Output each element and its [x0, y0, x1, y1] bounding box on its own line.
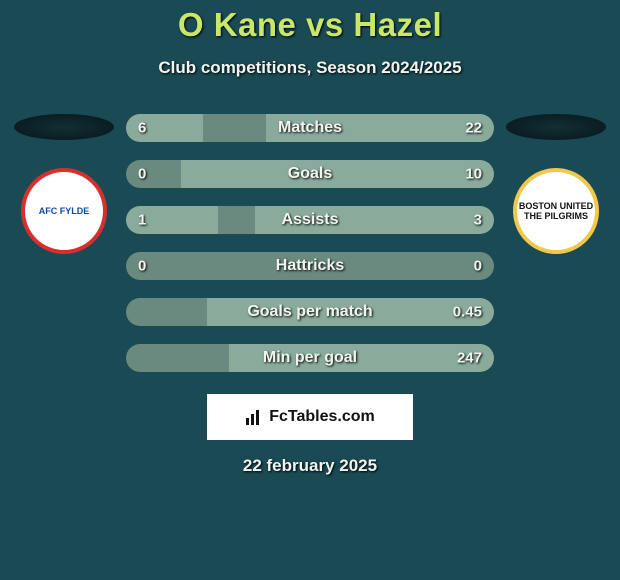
team-right-crest-text: BOSTON UNITED THE PILGRIMS: [517, 201, 595, 221]
stat-bar: Goals 0 10: [126, 160, 494, 188]
bar-value-right: 22: [465, 120, 482, 137]
stat-bar: Hattricks 0 0: [126, 252, 494, 280]
stat-bar: Matches 6 22: [126, 114, 494, 142]
team-left-crest-text: AFC FYLDE: [39, 206, 90, 216]
bar-value-right: 3: [474, 212, 482, 229]
left-col: AFC FYLDE: [14, 114, 114, 254]
subtitle: Club competitions, Season 2024/2025: [0, 58, 620, 78]
bar-label: Hattricks: [276, 257, 344, 275]
footer-logo: FcTables.com: [207, 394, 413, 440]
bar-label: Assists: [282, 211, 339, 229]
stat-bar: Assists 1 3: [126, 206, 494, 234]
bar-value-left: 1: [138, 212, 146, 229]
stat-bar: Goals per match 0.45: [126, 298, 494, 326]
bar-value-right: 0.45: [453, 304, 482, 321]
right-shadow: [506, 114, 606, 140]
team-right-crest: BOSTON UNITED THE PILGRIMS: [513, 168, 599, 254]
bar-label: Goals: [288, 165, 332, 183]
bar-value-right: 0: [474, 258, 482, 275]
stat-bar: Min per goal 247: [126, 344, 494, 372]
bar-value-right: 10: [465, 166, 482, 183]
bar-label: Matches: [278, 119, 342, 137]
footer-logo-text: FcTables.com: [269, 408, 375, 426]
bar-value-right: 247: [457, 350, 482, 367]
page-title: O Kane vs Hazel: [0, 6, 620, 44]
footer-date: 22 february 2025: [0, 456, 620, 476]
bar-fill-right: [181, 160, 494, 188]
bar-label: Goals per match: [247, 303, 372, 321]
right-col: BOSTON UNITED THE PILGRIMS: [506, 114, 606, 254]
bar-value-left: 6: [138, 120, 146, 137]
bar-value-left: 0: [138, 166, 146, 183]
chart-icon: [245, 408, 263, 426]
left-shadow: [14, 114, 114, 140]
bar-label: Min per goal: [263, 349, 357, 367]
bar-value-left: 0: [138, 258, 146, 275]
team-left-crest: AFC FYLDE: [21, 168, 107, 254]
stat-bars: Matches622Goals010Assists13Hattricks00Go…: [120, 114, 500, 372]
comparison-card: O Kane vs Hazel Club competitions, Seaso…: [0, 0, 620, 580]
comparison-body: AFC FYLDE Matches 6 22 Goals 0 10 Assists 1 3 Hat…: [0, 114, 620, 372]
